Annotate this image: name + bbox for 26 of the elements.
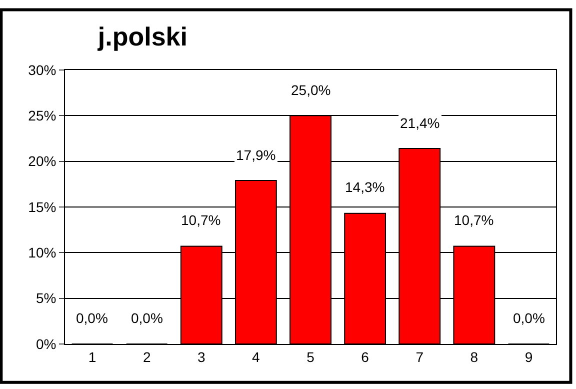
data-label: 0,0% bbox=[76, 310, 108, 326]
data-label: 14,3% bbox=[345, 179, 385, 195]
data-label: 10,7% bbox=[454, 212, 494, 228]
x-tick-label: 9 bbox=[524, 348, 533, 365]
chart-title: j.polski bbox=[96, 21, 188, 52]
x-tick-label: 2 bbox=[142, 348, 151, 365]
x-tick-label: 4 bbox=[252, 348, 260, 365]
y-tick-label: 10% bbox=[28, 244, 56, 261]
data-label: 17,9% bbox=[236, 147, 276, 163]
data-label: 21,4% bbox=[400, 115, 440, 131]
data-label: 25,0% bbox=[291, 82, 331, 98]
x-tick-label: 6 bbox=[361, 348, 370, 365]
data-label: 0,0% bbox=[513, 310, 545, 326]
y-tick-label: 20% bbox=[28, 153, 56, 170]
y-tick-label: 5% bbox=[36, 290, 56, 306]
x-tick-label: 7 bbox=[416, 348, 424, 365]
x-tick-label: 5 bbox=[306, 348, 315, 365]
y-tick-label: 15% bbox=[28, 198, 56, 215]
x-tick-label: 1 bbox=[88, 348, 96, 365]
x-tick-label: 8 bbox=[470, 348, 478, 365]
y-tick-label: 0% bbox=[36, 336, 56, 352]
x-tick-label: 3 bbox=[197, 348, 206, 365]
data-label: 0,0% bbox=[131, 310, 163, 326]
data-label: 10,7% bbox=[181, 212, 221, 228]
y-tick-label: 25% bbox=[28, 108, 56, 124]
y-tick-label: 30% bbox=[28, 62, 56, 78]
